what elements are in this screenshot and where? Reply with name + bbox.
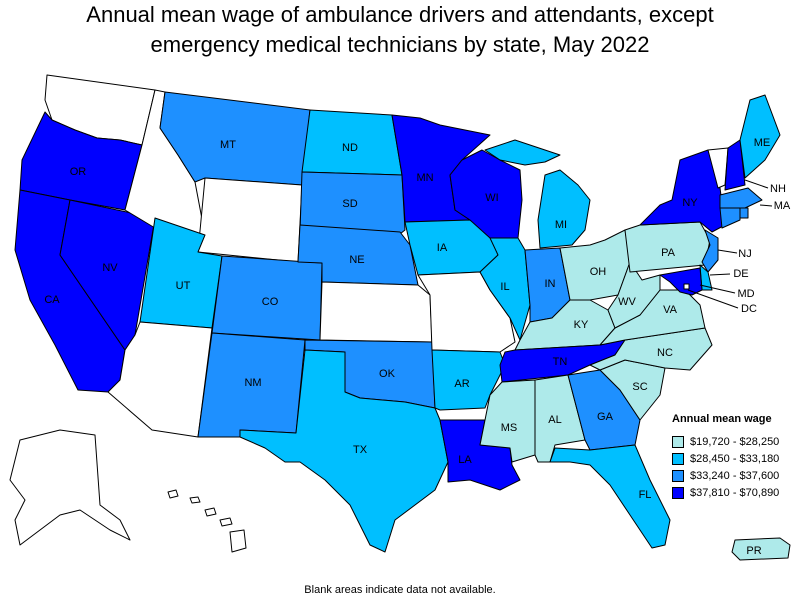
label-DE: DE: [733, 268, 748, 280]
legend-item: $28,450 - $33,180: [672, 452, 798, 466]
legend-item: $19,720 - $28,250: [672, 435, 798, 449]
state-HI[interactable]: [167, 489, 247, 553]
state-DC[interactable]: [683, 283, 690, 290]
state-RI[interactable]: [739, 207, 749, 219]
label-MS: MS: [501, 422, 518, 434]
legend-swatch: [672, 436, 684, 448]
label-ME: ME: [754, 137, 771, 149]
label-LA: LA: [458, 454, 472, 466]
label-NM: NM: [244, 377, 261, 389]
state-MA[interactable]: [719, 187, 763, 209]
label-KY: KY: [574, 319, 589, 331]
map-title: Annual mean wage of ambulance drivers an…: [0, 0, 800, 60]
legend: Annual mean wage $19,720 - $28,250 $28,4…: [672, 413, 798, 503]
state-MD[interactable]: [659, 267, 703, 296]
label-PR: PR: [746, 545, 761, 557]
state-IL[interactable]: [479, 237, 531, 341]
label-GA: GA: [597, 411, 614, 423]
leader-lines: [687, 179, 773, 309]
title-line-2: emergency medical technicians by state, …: [150, 32, 650, 57]
state-PR[interactable]: [731, 537, 791, 561]
legend-swatch: [672, 487, 684, 499]
footnote: Blank areas indicate data not available.: [304, 584, 496, 596]
label-MD: MD: [737, 288, 754, 300]
label-NV: NV: [102, 262, 118, 274]
legend-item: $33,240 - $37,600: [672, 469, 798, 483]
label-NJ: NJ: [738, 248, 751, 260]
state-MI[interactable]: [484, 139, 591, 249]
legend-item: $37,810 - $70,890: [672, 486, 798, 500]
legend-label: $33,240 - $37,600: [690, 470, 780, 482]
label-UT: UT: [176, 280, 191, 292]
label-WI: WI: [485, 192, 498, 204]
label-CO: CO: [262, 296, 279, 308]
label-OK: OK: [379, 368, 396, 380]
legend-title: Annual mean wage: [672, 413, 772, 425]
state-labels: OR CA NV MT UT CO NM ND SD NE OK TX MN IA AR LA WI IL MI IN…: [44, 137, 770, 557]
label-MT: MT: [220, 139, 236, 151]
label-NH: NH: [770, 183, 786, 195]
label-MN: MN: [416, 172, 433, 184]
legend-swatch: [672, 470, 684, 482]
label-IN: IN: [545, 278, 556, 290]
label-ND: ND: [342, 142, 358, 154]
state-CT[interactable]: [719, 207, 741, 229]
legend-label: $19,720 - $28,250: [690, 436, 780, 448]
label-WV: WV: [618, 296, 636, 308]
label-NC: NC: [657, 347, 673, 359]
label-OR: OR: [70, 166, 87, 178]
label-NY: NY: [682, 197, 698, 209]
legend-label: $37,810 - $70,890: [690, 487, 780, 499]
legend-label: $28,450 - $33,180: [690, 453, 780, 465]
state-FL[interactable]: [549, 444, 671, 549]
label-TN: TN: [553, 356, 568, 368]
label-CA: CA: [44, 294, 60, 306]
state-AK[interactable]: [9, 429, 131, 546]
state-NH[interactable]: [724, 139, 746, 191]
state-KS[interactable]: [319, 281, 433, 343]
state-TX[interactable]: [239, 349, 449, 553]
title-line-1: Annual mean wage of ambulance drivers an…: [86, 2, 714, 27]
label-NE: NE: [349, 254, 364, 266]
label-TX: TX: [353, 444, 368, 456]
label-SD: SD: [342, 198, 357, 210]
label-IL: IL: [500, 281, 509, 293]
label-FL: FL: [639, 489, 652, 501]
legend-swatch: [672, 453, 684, 465]
label-VA: VA: [663, 304, 678, 316]
label-IA: IA: [437, 242, 448, 254]
state-ME[interactable]: [739, 94, 781, 179]
label-SC: SC: [632, 381, 647, 393]
label-AR: AR: [454, 378, 469, 390]
state-AR[interactable]: [431, 349, 506, 411]
label-DC: DC: [741, 303, 757, 315]
label-PA: PA: [661, 247, 676, 259]
label-MI: MI: [555, 219, 567, 231]
leader-labels: NH MA NJ DE MD DC: [733, 183, 791, 315]
label-MA: MA: [774, 200, 791, 212]
label-OH: OH: [590, 266, 607, 278]
label-AL: AL: [548, 414, 561, 426]
state-WY[interactable]: [197, 177, 303, 263]
